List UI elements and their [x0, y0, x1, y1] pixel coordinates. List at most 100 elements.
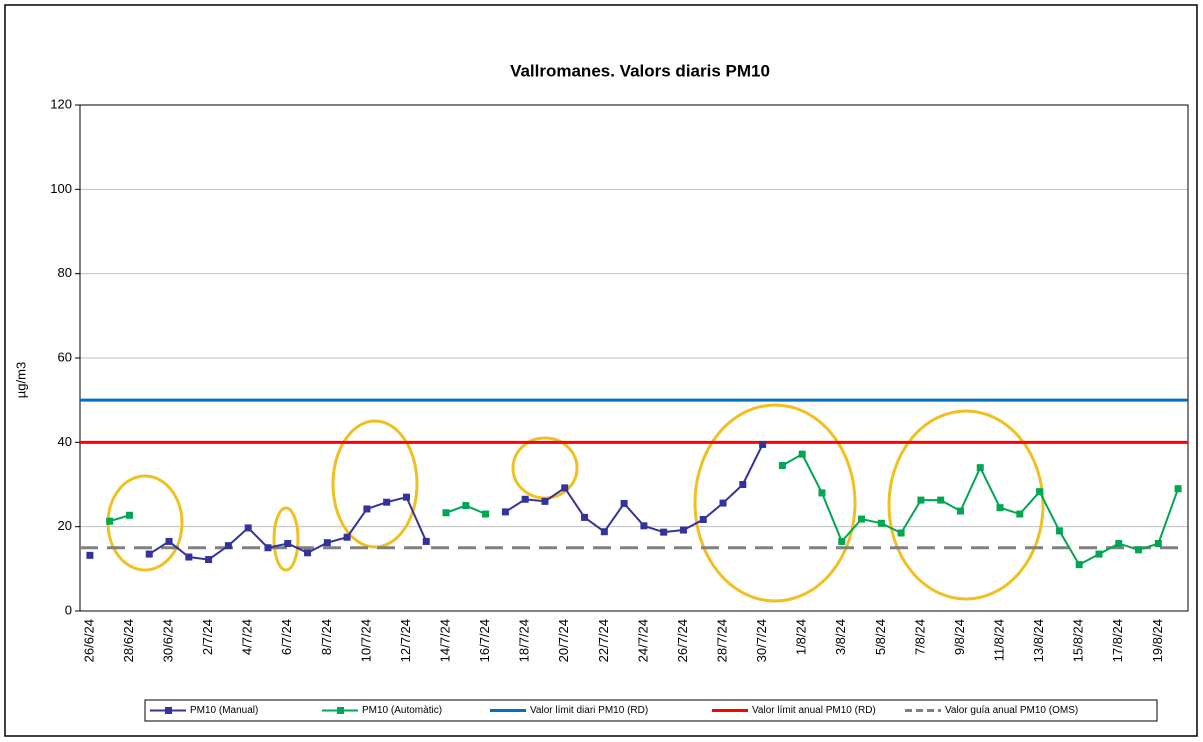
point	[581, 513, 589, 521]
y-tick-label: 120	[50, 96, 72, 111]
legend-label: Valor límit diari PM10 (RD)	[530, 705, 648, 716]
point	[323, 539, 331, 547]
point	[1095, 550, 1103, 558]
y-tick-label: 20	[58, 518, 72, 533]
point	[165, 537, 173, 545]
point	[462, 502, 470, 510]
point	[877, 519, 885, 527]
x-tick-label: 26/7/24	[675, 619, 690, 662]
x-tick-label: 10/7/24	[358, 619, 373, 662]
point	[1154, 540, 1162, 548]
point	[442, 509, 450, 517]
x-tick-label: 20/7/24	[556, 619, 571, 662]
y-tick-label: 60	[58, 349, 72, 364]
point	[106, 517, 114, 525]
ellipse	[887, 409, 1045, 601]
point	[1135, 546, 1143, 554]
point	[145, 550, 153, 558]
point	[1174, 485, 1182, 493]
point	[422, 537, 430, 545]
ellipse	[693, 403, 857, 603]
plot-border	[79, 104, 1189, 612]
x-tick-label: 5/8/24	[873, 619, 888, 655]
legend-label: PM10 (Automàtic)	[362, 705, 442, 716]
point	[1016, 510, 1024, 518]
x-tick-label: 19/8/24	[1150, 619, 1165, 662]
y-axis-label: µg/m3	[13, 362, 28, 398]
x-tick-label: 13/8/24	[1031, 619, 1046, 662]
legend-marker	[165, 707, 172, 714]
point	[541, 497, 549, 505]
y-tick-label: 0	[65, 602, 72, 617]
x-tick-label: 1/8/24	[794, 619, 809, 655]
point	[778, 462, 786, 470]
point	[1115, 540, 1123, 548]
x-tick-label: 9/8/24	[952, 619, 967, 655]
highlight-ellipses	[106, 403, 1045, 603]
x-tick-label: 8/7/24	[319, 619, 334, 655]
x-tick-label: 14/7/24	[437, 619, 452, 662]
x-tick-label: 18/7/24	[517, 619, 532, 662]
x-tick-label: 6/7/24	[279, 619, 294, 655]
point	[86, 551, 94, 559]
x-tick-label: 28/7/24	[714, 619, 729, 662]
point	[264, 544, 272, 552]
chart-frame	[4, 4, 1198, 737]
x-tick-label: 12/7/24	[398, 619, 413, 662]
point	[205, 556, 213, 564]
point	[185, 553, 193, 561]
x-tick-label: 4/7/24	[240, 619, 255, 655]
legend-label: PM10 (Manual)	[190, 705, 258, 716]
point	[284, 540, 292, 548]
x-tick-label: 26/6/24	[81, 619, 96, 662]
point	[996, 504, 1004, 512]
point	[402, 493, 410, 501]
x-tick-label: 7/8/24	[912, 619, 927, 655]
legend-box	[144, 699, 1158, 722]
point	[679, 526, 687, 534]
x-tick-label: 22/7/24	[596, 619, 611, 662]
legend-label: Valor límit anual PM10 (RD)	[752, 705, 876, 716]
point	[699, 515, 707, 523]
point	[501, 508, 509, 516]
point	[561, 484, 569, 492]
chart-title: Vallromanes. Valors diaris PM10	[510, 61, 770, 80]
point	[739, 481, 747, 488]
point	[224, 542, 232, 550]
point	[719, 499, 727, 507]
point	[838, 537, 846, 545]
x-tick-label: 30/7/24	[754, 619, 769, 662]
point	[798, 450, 806, 458]
point	[976, 464, 984, 472]
legend-label: Valor guía anual PM10 (OMS)	[945, 705, 1078, 716]
x-tick-label: 2/7/24	[200, 619, 215, 655]
point	[1075, 561, 1083, 569]
point	[660, 528, 668, 536]
x-tick-label: 28/6/24	[121, 619, 136, 662]
point	[640, 522, 648, 530]
y-tick-label: 40	[58, 434, 72, 449]
point	[1055, 527, 1063, 535]
x-tick-label: 24/7/24	[635, 619, 650, 662]
x-tick-label: 11/8/24	[991, 619, 1006, 661]
point	[759, 440, 767, 448]
x-tick-label: 15/8/24	[1071, 619, 1086, 662]
y-tick-label: 100	[50, 181, 72, 196]
x-tick-label: 3/8/24	[833, 619, 848, 655]
point	[383, 498, 391, 506]
point	[620, 499, 628, 507]
point	[125, 511, 133, 519]
point	[363, 505, 371, 513]
y-tick-label: 80	[58, 265, 72, 280]
point	[600, 528, 608, 536]
x-tick-label: 16/7/24	[477, 619, 492, 662]
point	[937, 496, 945, 504]
point	[917, 496, 925, 504]
point	[897, 529, 905, 537]
point	[1036, 488, 1044, 496]
point	[818, 489, 826, 497]
point	[244, 524, 252, 532]
point	[956, 507, 964, 515]
point	[482, 510, 490, 518]
